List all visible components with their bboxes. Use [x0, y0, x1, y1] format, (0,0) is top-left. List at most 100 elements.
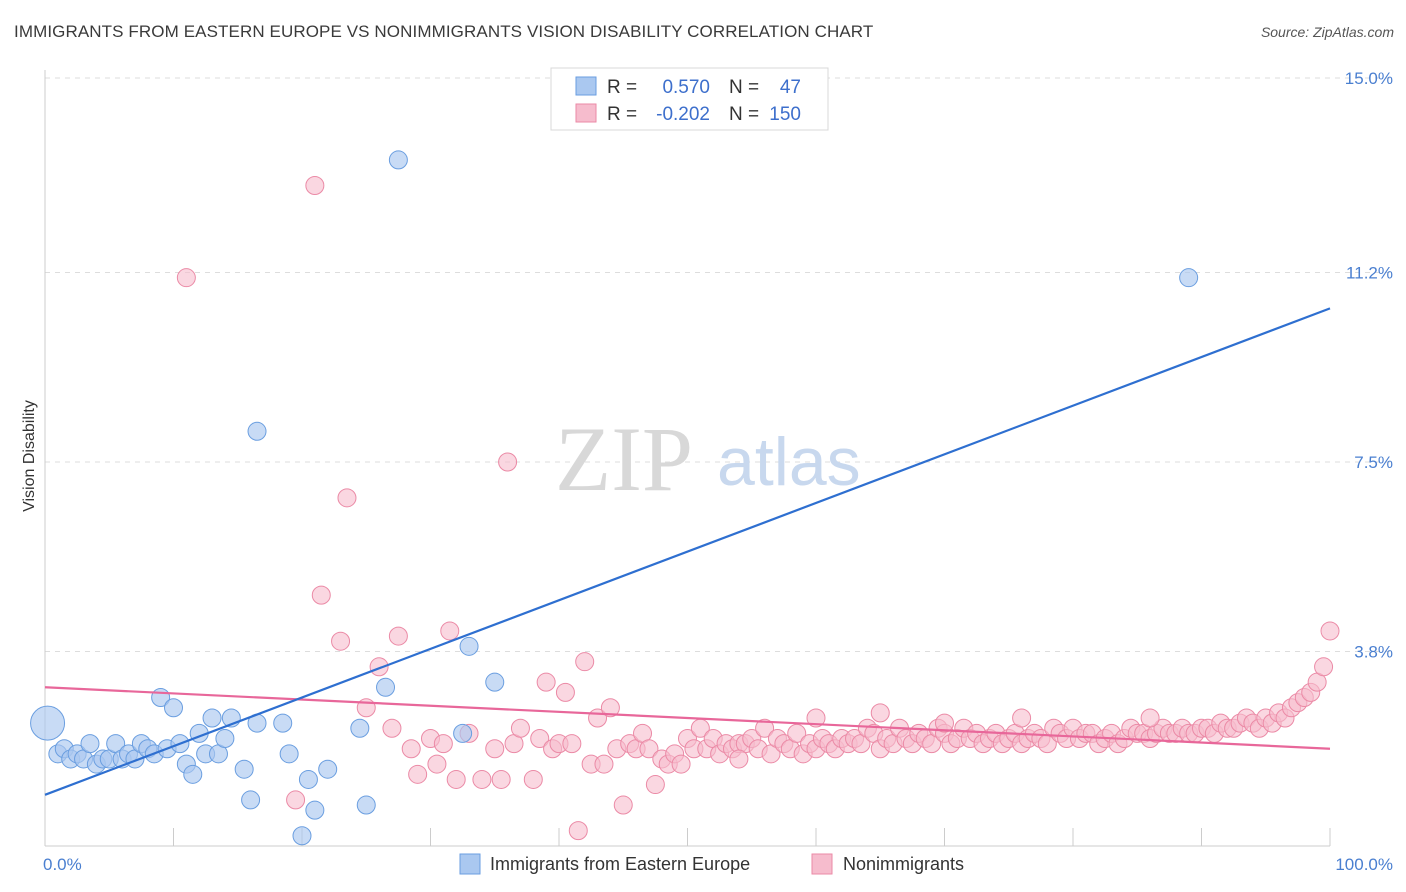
- immigrant-point: [215, 728, 235, 748]
- immigrants-trend-line: [44, 307, 1331, 796]
- watermark-zip: ZIP: [555, 408, 693, 510]
- y-tick-label-2: 11.2%: [1346, 264, 1393, 283]
- immigrant-point: [164, 698, 183, 718]
- nonimmigrant-point: [401, 739, 421, 759]
- nonimmigrant-point: [337, 488, 357, 508]
- nonimmigrant-point: [787, 723, 807, 743]
- nonimmigrant-point: [575, 652, 595, 672]
- immigrant-point: [350, 718, 370, 738]
- legend-swatch-pink: [575, 103, 597, 123]
- legend-n-label-1: N =: [729, 77, 759, 98]
- nonimmigrant-point: [1314, 657, 1334, 677]
- nonimmigrant-point: [305, 176, 325, 196]
- immigrant-point: [247, 421, 267, 441]
- legend-r-value-1: 0.570: [662, 77, 710, 98]
- nonimmigrant-point: [408, 764, 428, 784]
- nonimmigrant-point: [286, 790, 306, 810]
- immigrant-point: [485, 672, 505, 692]
- x-tick-label-left: 0.0%: [43, 855, 82, 874]
- series-legend-label-blue: Immigrants from Eastern Europe: [490, 854, 750, 874]
- nonimmigrant-point: [530, 728, 550, 748]
- y-axis-title: Vision Disability: [21, 400, 38, 512]
- immigrant-point: [292, 826, 312, 846]
- nonimmigrant-point: [1012, 708, 1032, 728]
- immigrant-point: [318, 759, 338, 779]
- immigrant-point: [356, 795, 376, 815]
- nonimmigrant-point: [639, 739, 659, 759]
- nonimmigrant-point: [369, 657, 389, 677]
- immigrant-point: [298, 769, 318, 789]
- nonimmigrant-point: [671, 754, 691, 774]
- nonimmigrant-point: [568, 821, 588, 841]
- nonimmigrant-point: [600, 698, 620, 718]
- legend-r-label-1: R =: [607, 77, 637, 98]
- immigrant-point: [388, 150, 408, 170]
- legend-n-value-1: 47: [780, 77, 801, 98]
- nonimmigrant-point: [510, 718, 530, 738]
- nonimmigrant-point: [485, 739, 505, 759]
- nonimmigrant-point: [645, 775, 665, 795]
- immigrant-point: [202, 708, 222, 728]
- source-label: Source: ZipAtlas.com: [1260, 24, 1394, 40]
- legend-n-value-2: 150: [769, 104, 801, 125]
- immigrant-point: [234, 759, 254, 779]
- immigrant-point: [459, 636, 479, 656]
- series-legend: Immigrants from Eastern Europe Nonimmigr…: [459, 853, 964, 875]
- y-tick-label-1: 7.5%: [1354, 453, 1393, 472]
- nonimmigrant-point: [594, 754, 614, 774]
- nonimmigrant-point: [446, 769, 466, 789]
- legend-r-value-2: -0.202: [656, 104, 710, 125]
- x-axis-ticks: [44, 828, 1331, 846]
- nonimmigrant-point: [755, 718, 775, 738]
- immigrant-point: [1179, 268, 1199, 288]
- nonimmigrants-trend-line: [44, 686, 1331, 750]
- legend-r-label-2: R =: [607, 104, 637, 125]
- immigrant-point: [241, 790, 261, 810]
- gridlines: [45, 77, 1395, 652]
- y-axis-labels: 3.8% 7.5% 11.2% 15.0%: [1345, 69, 1393, 661]
- immigrant-point: [30, 705, 66, 741]
- immigrant-point: [279, 744, 299, 764]
- legend-swatch-blue: [575, 76, 597, 96]
- nonimmigrant-point: [806, 708, 826, 728]
- x-tick-label-right: 100.0%: [1335, 855, 1393, 874]
- series-legend-swatch-pink: [811, 853, 833, 875]
- y-tick-label-3: 15.0%: [1345, 69, 1393, 88]
- nonimmigrant-point: [176, 268, 196, 288]
- nonimmigrant-point: [427, 754, 447, 774]
- nonimmigrant-point: [388, 626, 408, 646]
- nonimmigrant-point: [536, 672, 556, 692]
- immigrant-point: [376, 677, 396, 697]
- immigrant-point: [453, 723, 473, 743]
- y-tick-label-0: 3.8%: [1354, 642, 1393, 661]
- nonimmigrant-point: [729, 749, 749, 769]
- nonimmigrant-point: [491, 769, 511, 789]
- immigrant-point: [305, 800, 325, 820]
- nonimmigrant-point: [498, 452, 518, 472]
- nonimmigrant-point: [1320, 621, 1340, 641]
- nonimmigrant-point: [1140, 708, 1160, 728]
- series-legend-label-pink: Nonimmigrants: [843, 854, 964, 874]
- immigrant-point: [80, 734, 100, 754]
- legend-n-label-2: N =: [729, 104, 759, 125]
- nonimmigrant-point: [555, 682, 575, 702]
- nonimmigrant-point: [472, 769, 492, 789]
- immigrant-point: [183, 764, 203, 784]
- nonimmigrant-point: [433, 734, 453, 754]
- nonimmigrant-point: [311, 585, 331, 605]
- nonimmigrant-point: [935, 713, 954, 733]
- immigrant-point: [273, 713, 293, 733]
- nonimmigrant-point: [613, 795, 633, 815]
- nonimmigrant-point: [870, 703, 890, 723]
- series-legend-swatch-blue: [459, 853, 481, 875]
- nonimmigrant-point: [562, 734, 582, 754]
- trend-lines: [44, 307, 1331, 796]
- correlation-legend: R = 0.570 N = 47 R = -0.202 N = 150: [550, 67, 829, 131]
- nonimmigrant-point: [382, 718, 402, 738]
- nonimmigrant-point: [440, 621, 460, 641]
- nonimmigrant-point: [331, 631, 351, 651]
- chart-title: IMMIGRANTS FROM EASTERN EUROPE VS NONIMM…: [14, 22, 874, 41]
- legend-box: [550, 67, 829, 131]
- nonimmigrant-point: [523, 769, 543, 789]
